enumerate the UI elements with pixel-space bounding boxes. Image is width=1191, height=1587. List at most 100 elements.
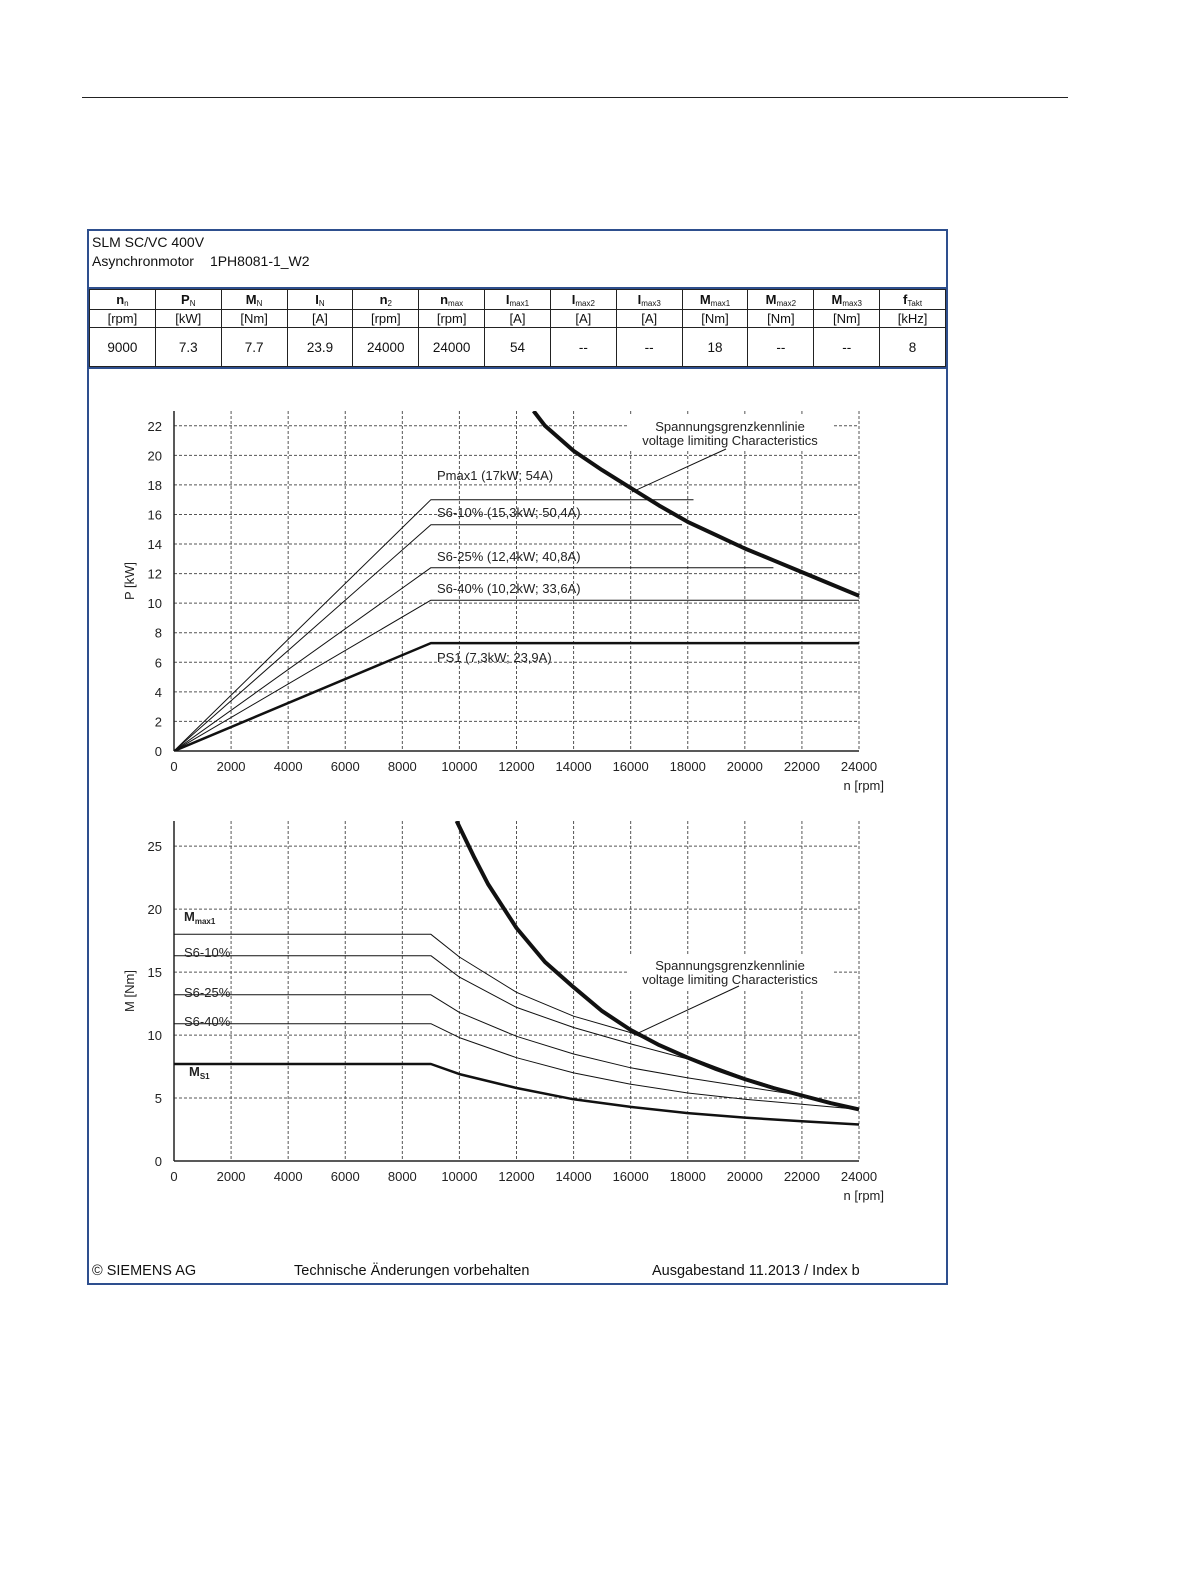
x-tick-label: 14000: [556, 1169, 592, 1184]
spec-unit-cell: [A]: [549, 309, 617, 328]
datasheet-header: SLM SC/VC 400V Asynchronmotor 1PH8081-1_W…: [89, 231, 946, 289]
y-tick-label: 10: [148, 1028, 162, 1043]
spec-header-cell: Imax1: [484, 289, 551, 310]
y-tick-label: 25: [148, 839, 162, 854]
annotation-leader: [631, 448, 727, 493]
spec-unit-cell: [rpm]: [89, 309, 156, 328]
spec-value-cell: 54: [484, 327, 551, 367]
y-axis-label: P [kW]: [122, 562, 137, 600]
spec-unit-cell: [A]: [286, 309, 354, 328]
footer-edition: Ausgabestand 11.2013 / Index b: [652, 1263, 860, 1279]
y-tick-label: 4: [155, 685, 162, 700]
y-tick-label: 20: [148, 448, 162, 463]
series-line-3: [174, 567, 774, 751]
spec-header-cell: Mmax3: [813, 289, 881, 310]
x-tick-label: 8000: [388, 1169, 417, 1184]
spec-header-cell: nmax: [418, 289, 486, 310]
series-line-5: [174, 641, 859, 751]
x-tick-label: 0: [170, 1169, 177, 1184]
x-tick-label: 18000: [670, 759, 706, 774]
spec-unit-cell: [Nm]: [681, 309, 749, 328]
y-tick-label: 10: [148, 596, 162, 611]
spec-unit-cell: [A]: [615, 309, 683, 328]
x-tick-label: 18000: [670, 1169, 706, 1184]
y-tick-label: 5: [155, 1091, 162, 1106]
y-tick-label: 8: [155, 626, 162, 641]
spec-header-cell: Imax2: [549, 289, 617, 310]
spec-header-cell: Mmax1: [681, 289, 749, 310]
spec-value-cell: 7.3: [154, 327, 222, 367]
x-tick-label: 6000: [331, 759, 360, 774]
spec-value-cell: 24000: [352, 327, 420, 367]
series-label: S6-40% (10,2kW; 33,6A): [437, 581, 581, 596]
spec-value-row: 9000 7.3 7.7 23.9 24000 24000 54 -- -- 18 -- -- 8: [89, 327, 946, 367]
x-tick-label: 6000: [331, 1169, 360, 1184]
spec-unit-cell: [rpm]: [352, 309, 420, 328]
y-tick-label: 12: [148, 567, 162, 582]
x-tick-label: 4000: [274, 1169, 303, 1184]
spec-header-cell: PN: [154, 289, 222, 310]
supply-title: SLM SC/VC 400V: [92, 234, 205, 250]
x-axis-label: n [rpm]: [844, 1188, 884, 1203]
x-tick-label: 2000: [217, 759, 246, 774]
torque-chart: 0 2000 4000 6000 8000 10000 12000 14000 16000 180…: [122, 821, 884, 1203]
datasheet-footer: © SIEMENS AG Technische Änderungen vorbe…: [89, 1263, 946, 1283]
x-tick-label: 4000: [274, 759, 303, 774]
y-tick-label: 14: [148, 537, 162, 552]
spec-value-cell: 23.9: [286, 327, 354, 367]
x-tick-label: 24000: [841, 759, 877, 774]
x-tick-label: 10000: [441, 1169, 477, 1184]
spec-value-cell: 24000: [418, 327, 486, 367]
series-label: S6-25% (12,4kW; 40,8A): [437, 549, 581, 564]
x-tick-label: 2000: [217, 1169, 246, 1184]
x-tick-label: 20000: [727, 1169, 763, 1184]
series-label: S6-10% (15,3kW; 50,4A): [437, 505, 581, 520]
x-tick-label: 12000: [498, 759, 534, 774]
x-tick-label: 22000: [784, 1169, 820, 1184]
spec-value-cell: 7.7: [220, 327, 288, 367]
series-line-5: [174, 1062, 860, 1126]
spec-header-cell: IN: [286, 289, 354, 310]
series-line-2: [174, 524, 682, 751]
footer-notice: Technische Änderungen vorbehalten: [294, 1263, 530, 1279]
annotation-text-en: voltage limiting Characteristics: [642, 972, 818, 987]
spec-unit-row: [rpm] [kW] [Nm] [A] [rpm] [rpm] [A] [A] [A] [Nm][…: [89, 309, 946, 328]
series-label: S6-25%: [184, 985, 231, 1000]
series-label: MS1: [189, 1064, 210, 1081]
motor-model: 1PH8081-1_W2: [209, 253, 310, 269]
x-tick-label: 12000: [498, 1169, 534, 1184]
spec-header-cell: nn: [89, 289, 156, 310]
y-tick-label: 20: [148, 902, 162, 917]
x-tick-label: 22000: [784, 759, 820, 774]
spec-header-cell: Mmax2: [747, 289, 815, 310]
spec-divider: [89, 367, 946, 369]
series-line-4: [174, 599, 859, 751]
x-tick-label: 20000: [727, 759, 763, 774]
spec-value-cell: --: [747, 327, 815, 367]
x-tick-label: 10000: [441, 759, 477, 774]
annotation-text-de: Spannungsgrenzkennlinie: [655, 419, 805, 434]
footer-copyright: © SIEMENS AG: [92, 1263, 197, 1279]
series-line-1: [174, 499, 694, 751]
spec-table: nn PN MN IN n2 nmax Imax1 Imax2 Imax3 Mmax1 Mmax2 M…: [89, 289, 946, 367]
spec-header-cell: MN: [220, 289, 288, 310]
x-tick-label: 0: [170, 759, 177, 774]
datasheet-frame: SLM SC/VC 400V Asynchronmotor 1PH8081-1_W…: [87, 229, 948, 1285]
series-line-6: [454, 821, 860, 1112]
series-label: S6-10%: [184, 945, 231, 960]
y-tick-label: 6: [155, 655, 162, 670]
series-line-3: [174, 994, 860, 1110]
annotation-bg: [628, 954, 832, 990]
spec-header-row: nn PN MN IN n2 nmax Imax1 Imax2 Imax3 Mmax1 Mmax2 M…: [89, 289, 946, 310]
y-tick-label: 2: [155, 714, 162, 729]
spec-unit-cell: [kHz]: [879, 309, 946, 328]
x-tick-label: 16000: [613, 1169, 649, 1184]
spec-value-cell: --: [549, 327, 617, 367]
spec-unit-cell: [A]: [484, 309, 551, 328]
series-line-6: [532, 411, 860, 598]
spec-header-cell: Imax3: [615, 289, 683, 310]
page-top-rule: [82, 97, 1068, 98]
spec-value-cell: --: [813, 327, 881, 367]
x-tick-label: 8000: [388, 759, 417, 774]
series-line-4: [174, 1023, 860, 1110]
